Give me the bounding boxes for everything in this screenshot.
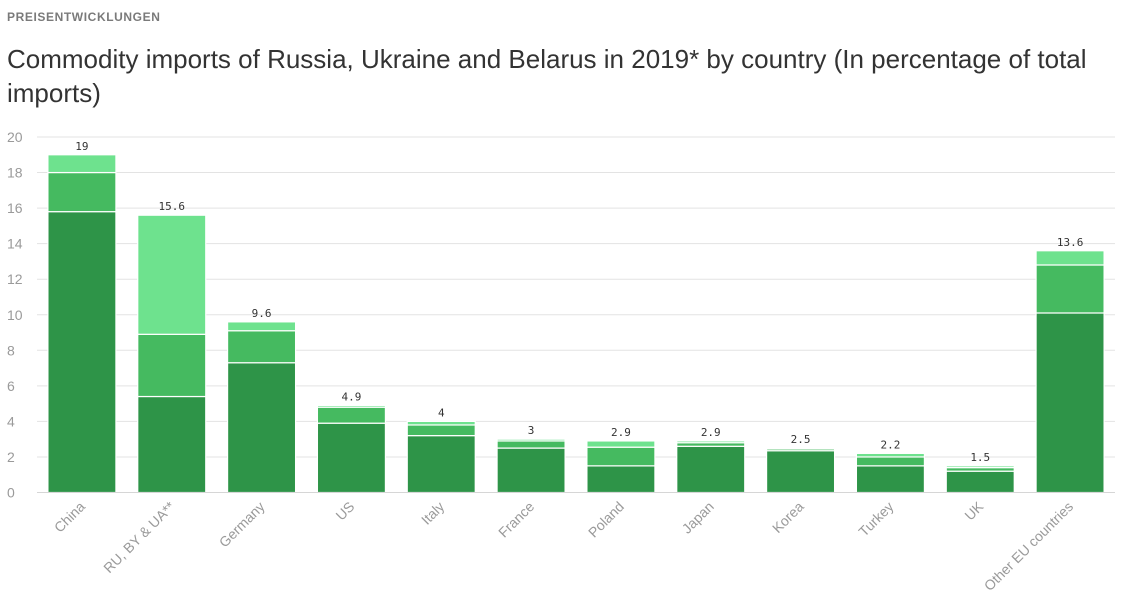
bar-total-label: 9.6 <box>252 307 272 320</box>
bar-segment-3[interactable] <box>137 214 207 335</box>
bar-segment-3[interactable] <box>47 154 117 174</box>
bar-segment-2[interactable] <box>137 333 207 398</box>
y-tick-label: 8 <box>7 342 15 358</box>
x-category-label: RU, BY & UA** <box>100 498 178 576</box>
bar-segment-3[interactable] <box>586 440 656 448</box>
kicker-label: PREISENTWICKLUNGEN <box>7 10 161 24</box>
bar-total-label: 15.6 <box>159 200 186 213</box>
y-tick-label: 20 <box>7 129 23 145</box>
bar-segment-1[interactable] <box>406 435 476 494</box>
bar-total-label: 2.2 <box>880 438 900 451</box>
y-tick-label: 2 <box>7 449 15 465</box>
bar-total-label: 4.9 <box>341 390 361 403</box>
bar-segment-1[interactable] <box>676 445 746 494</box>
y-tick-label: 14 <box>7 236 23 252</box>
y-tick-label: 12 <box>7 271 23 287</box>
bar-segment-2[interactable] <box>47 171 117 213</box>
bar-segment-1[interactable] <box>586 465 656 494</box>
x-category-label: Korea <box>769 498 807 536</box>
bar-total-label: 3 <box>528 424 535 437</box>
bar-segment-3[interactable] <box>496 438 566 442</box>
bar-segment-2[interactable] <box>586 446 656 467</box>
bar-total-label: 4 <box>438 406 445 419</box>
y-tick-label: 6 <box>7 378 15 394</box>
x-category-label: UK <box>961 498 987 524</box>
x-category-label: Other EU countries <box>981 498 1077 594</box>
y-tick-label: 10 <box>7 307 23 323</box>
x-category-label: Germany <box>216 498 268 550</box>
bar-segment-1[interactable] <box>47 211 117 494</box>
bar-segment-3[interactable] <box>945 465 1015 469</box>
bar-total-label: 1.5 <box>970 451 990 464</box>
bar-segment-3[interactable] <box>226 321 297 332</box>
x-category-label: Turkey <box>855 498 896 539</box>
gridlines <box>37 136 1115 493</box>
x-category-label: Japan <box>679 498 717 536</box>
bar-segment-1[interactable] <box>496 447 566 494</box>
bar-segment-3[interactable] <box>855 452 926 458</box>
x-category-label: China <box>51 498 88 535</box>
bar-total-label: 2.5 <box>791 433 811 446</box>
bar-segment-2[interactable] <box>496 440 566 449</box>
bar-segment-1[interactable] <box>1035 312 1105 494</box>
bar-total-label: 19 <box>75 140 88 153</box>
bar-segment-1[interactable] <box>855 465 926 494</box>
x-category-label: Italy <box>418 498 447 527</box>
bar-segment-1[interactable] <box>765 450 836 494</box>
bar-segment-1[interactable] <box>945 470 1015 494</box>
bar-total-label: 2.9 <box>611 426 631 439</box>
bar-segment-2[interactable] <box>855 456 926 467</box>
x-category-label: Poland <box>585 498 627 540</box>
bar-segment-2[interactable] <box>1035 264 1105 314</box>
bar-segment-1[interactable] <box>226 362 297 494</box>
y-tick-label: 18 <box>7 165 23 181</box>
chart-title: Commodity imports of Russia, Ukraine and… <box>7 44 1087 108</box>
y-tick-label: 4 <box>7 413 15 429</box>
data-labels: 19 15.6 9.6 4.9 4 3 2.9 2.9 2.5 2.2 1.5 13.6 <box>75 140 1083 464</box>
bars <box>47 154 1105 494</box>
bar-total-label: 2.9 <box>701 426 721 439</box>
y-tick-label: 16 <box>7 200 23 216</box>
bar-segment-2[interactable] <box>316 406 387 424</box>
x-category-label: France <box>495 498 537 540</box>
bar-segment-3[interactable] <box>1035 250 1105 266</box>
y-tick-label: 0 <box>7 485 15 501</box>
bar-segment-2[interactable] <box>226 330 297 364</box>
x-category-label: US <box>332 498 357 523</box>
bar-segment-2[interactable] <box>406 424 476 437</box>
bar-total-label: 13.6 <box>1057 236 1084 249</box>
bar-segment-1[interactable] <box>137 395 207 494</box>
bar-segment-3[interactable] <box>406 420 476 426</box>
bar-segment-3[interactable] <box>676 440 746 444</box>
bar-segment-3[interactable] <box>765 447 836 450</box>
bar-segment-1[interactable] <box>316 422 387 494</box>
bar-segment-3[interactable] <box>316 404 387 408</box>
